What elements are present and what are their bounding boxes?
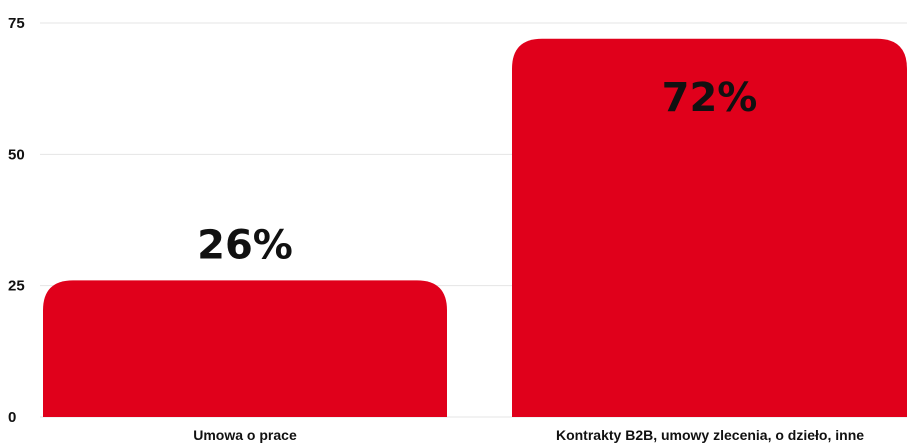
category-label: Kontrakty B2B, umowy zlecenia, o dzieło,…	[556, 427, 864, 443]
bar-2	[512, 38, 907, 417]
bars	[43, 38, 907, 417]
y-tick-label: 75	[8, 15, 25, 32]
x-axis-categories: Umowa o prace Kontrakty B2B, umowy zlecen…	[193, 427, 864, 443]
y-tick-label: 0	[8, 409, 16, 426]
bar-value-label: 72%	[662, 75, 758, 121]
bar-1	[43, 280, 447, 417]
bar-value-label: 26%	[197, 222, 293, 268]
category-label: Umowa o prace	[193, 427, 297, 443]
y-axis-ticks: 0 25 50 75	[8, 15, 25, 426]
y-tick-label: 25	[8, 278, 25, 295]
data-labels: 26% 72%	[197, 75, 757, 269]
y-tick-label: 50	[8, 146, 25, 163]
